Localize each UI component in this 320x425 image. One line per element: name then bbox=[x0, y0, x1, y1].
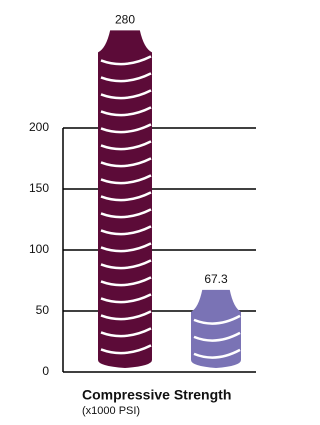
value-label: 280 bbox=[115, 13, 135, 27]
chart-subtitle: (x1000 PSI) bbox=[82, 405, 140, 417]
y-tick-label: 150 bbox=[29, 181, 49, 195]
y-tick-label: 200 bbox=[29, 120, 49, 134]
chart: Compressive Strength (x1000 PSI) 0 50 100 1… bbox=[0, 0, 256, 425]
value-label: 67.3 bbox=[204, 272, 228, 286]
y-tick-label: 50 bbox=[36, 303, 50, 317]
chart-title: Compressive Strength bbox=[82, 387, 231, 403]
y-tick-label: 0 bbox=[42, 364, 49, 378]
y-tick-label: 100 bbox=[29, 242, 49, 256]
